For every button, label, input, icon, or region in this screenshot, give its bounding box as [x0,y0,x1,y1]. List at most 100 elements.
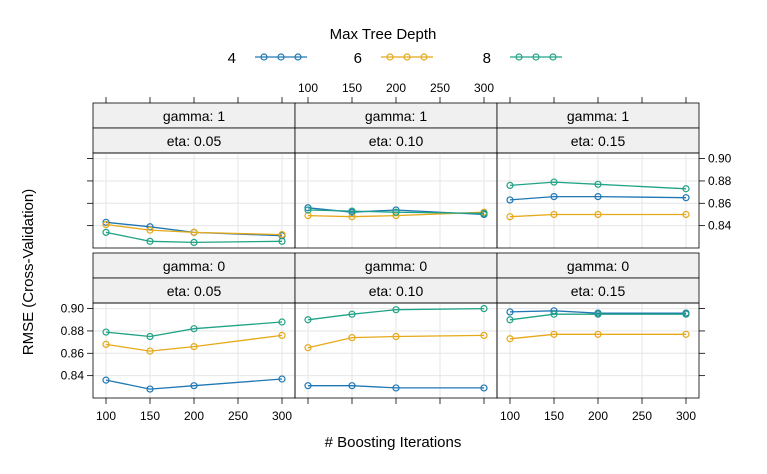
x-tick-label: 200 [184,409,204,423]
series-depth-6 [304,331,488,352]
x-tick-label: 150 [140,409,160,423]
data-point [506,196,514,204]
series-depth-4 [304,382,488,392]
strip-eta-bg [294,127,498,154]
series-depth-6 [304,208,488,221]
y-tick-label: 0.90 [61,302,85,316]
data-point [348,207,356,215]
legend-marker [515,53,523,61]
legend: Max Tree Depth 4 6 8 [228,26,562,67]
strip-eta-label: eta: 0.15 [571,283,626,299]
data-point [480,304,488,313]
data-point [190,325,198,333]
series-depth-8 [304,304,488,324]
y-tick-label: 0.86 [61,346,85,360]
y-axis-left-row1 [87,158,93,227]
data-point [190,238,198,247]
data-point [102,376,110,384]
x-tick-label: 150 [544,409,564,423]
panel-3: gamma: 1 eta: 0.15 [496,102,700,249]
panel-1: gamma: 1 eta: 0.05 [92,102,296,249]
legend-marker [294,53,302,61]
series-depth-8 [304,206,488,217]
legend-label: 8 [483,50,491,67]
panel-5: gamma: 0 eta: 0.10 [294,252,498,399]
y-tick-label: 0.84 [61,369,85,383]
data-point [190,228,198,236]
legend-item-8: 8 [483,50,562,67]
strip-gamma-bg [294,102,498,129]
y-axis-left-row2: 0.84 0.86 0.88 0.90 [61,302,93,383]
data-point [594,310,602,318]
data-point [392,208,400,216]
data-point [594,330,602,338]
data-point [146,385,154,393]
strip-gamma-bg [294,252,498,279]
data-point [102,328,110,336]
data-point [278,375,286,383]
y-axis-right-row2 [699,308,705,377]
x-tick-label: 300 [474,81,494,95]
series-depth-6 [102,331,286,355]
panel-2: gamma: 1 eta: 0.10 [294,102,498,249]
strip-eta-label: eta: 0.10 [369,133,424,149]
series-line [105,321,283,338]
data-point [190,342,198,351]
x-tick-label: 100 [298,81,318,95]
strip-eta-label: eta: 0.10 [369,283,424,299]
strip-gamma-label: gamma: 0 [365,258,427,274]
legend-marker [549,53,557,61]
legend-marker [260,53,268,61]
x-axis-title: # Boosting Iterations [325,434,462,451]
data-point [278,237,286,245]
data-point [102,218,110,226]
strip-eta-label: eta: 0.15 [571,133,626,149]
x-tick-label: 200 [588,409,608,423]
x-tick-label: 300 [676,409,696,423]
data-point [348,334,356,342]
data-point [682,310,690,318]
series-line [307,209,485,215]
data-point [304,204,312,212]
gridlines [497,153,699,248]
data-point [594,210,602,219]
data-point [506,213,514,221]
data-point [304,344,312,352]
legend-marker [420,53,428,61]
series-depth-6 [102,220,286,239]
series-line [307,211,485,218]
panel-4: gamma: 0 eta: 0.05 [92,252,296,399]
legend-item-4: 4 [228,50,307,67]
data-point [506,316,514,324]
legend-marker [532,53,540,61]
y-axis-title: RMSE (Cross-Validation) [20,189,37,355]
series-line [509,181,687,190]
data-point [146,347,154,355]
legend-title: Max Tree Depth [330,26,437,43]
data-point [304,316,312,324]
data-point [304,206,312,214]
data-point [594,192,602,201]
series-depth-6 [506,210,690,221]
data-point [146,332,154,341]
data-point [682,194,690,202]
series-depth-8 [506,310,690,324]
strip-eta-bg [496,127,700,154]
data-point [682,330,690,338]
data-point [190,382,198,390]
legend-item-6: 6 [354,50,433,67]
series-depth-6 [506,330,690,343]
series-depth-8 [102,228,286,247]
data-point [278,331,286,340]
series-line [509,333,686,340]
data-point [102,340,110,348]
data-point [682,185,690,193]
legend-marker [403,53,411,61]
x-tick-label: 100 [500,409,520,423]
series-depth-4 [506,192,690,204]
data-point [304,382,312,390]
data-point [348,310,356,318]
strip-gamma-label: gamma: 0 [163,258,225,274]
x-tick-label: 150 [342,81,362,95]
